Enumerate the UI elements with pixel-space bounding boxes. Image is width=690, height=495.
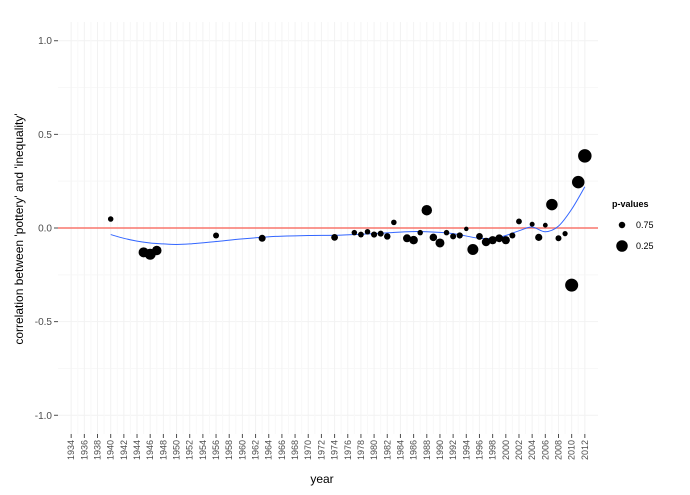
y-tick-label: 0.0 xyxy=(38,224,52,235)
legend: p-values 0.75 0.25 xyxy=(612,199,654,252)
x-tick-label: 1950 xyxy=(172,440,182,460)
data-point xyxy=(421,204,433,216)
legend-label: 0.25 xyxy=(636,241,654,251)
x-tick-label: 1980 xyxy=(369,440,379,460)
x-tick-label: 2006 xyxy=(540,440,550,460)
data-point xyxy=(435,238,445,248)
x-tick-label: 1952 xyxy=(185,440,195,460)
x-tick-label: 1964 xyxy=(264,440,274,460)
x-axis-ticks: 1934 1936 1938 1940 1942 1944 1946 1948 1950 1952… xyxy=(66,434,590,460)
x-tick-label: 1972 xyxy=(316,440,326,460)
legend-key xyxy=(616,240,628,252)
x-tick-label: 2000 xyxy=(501,440,511,460)
smooth-line-layer xyxy=(110,186,586,245)
x-tick-label: 1962 xyxy=(251,440,261,460)
x-tick-label: 2012 xyxy=(580,440,590,460)
data-point xyxy=(501,236,510,245)
x-tick-label: 1996 xyxy=(474,440,484,460)
y-tick-label: -0.5 xyxy=(35,317,53,328)
data-point xyxy=(403,234,412,243)
x-tick-label: 1942 xyxy=(119,440,129,460)
data-point xyxy=(443,229,450,236)
x-tick-label: 1974 xyxy=(330,440,340,460)
data-point xyxy=(565,278,579,292)
x-tick-label: 1934 xyxy=(66,440,76,460)
data-point xyxy=(213,232,220,239)
y-axis-title: correlation between 'pottery' and 'inequ… xyxy=(12,113,26,344)
data-point xyxy=(417,229,423,236)
legend-key xyxy=(618,221,626,229)
legend-label: 0.75 xyxy=(636,220,654,230)
y-tick-label: -1.0 xyxy=(35,411,53,422)
x-tick-label: 1944 xyxy=(132,440,142,460)
data-point xyxy=(351,229,358,236)
data-point xyxy=(481,237,491,247)
data-points xyxy=(107,149,592,292)
x-tick-label: 2002 xyxy=(514,440,524,460)
x-tick-label: 1956 xyxy=(211,440,221,460)
x-tick-label: 1948 xyxy=(158,440,168,460)
x-axis-title: year xyxy=(310,472,333,486)
data-point xyxy=(358,231,364,238)
y-axis-ticks: 1.0 0.5 0.0 -0.5 -1.0 xyxy=(35,36,58,422)
data-point xyxy=(429,233,438,242)
data-point xyxy=(535,233,543,241)
data-point xyxy=(571,175,585,189)
x-tick-label: 1938 xyxy=(93,440,103,460)
data-point xyxy=(107,216,114,222)
x-tick-label: 2010 xyxy=(567,440,577,460)
x-tick-label: 1954 xyxy=(198,440,208,460)
y-tick-label: 0.5 xyxy=(38,130,52,141)
data-point xyxy=(409,235,418,245)
legend-title: p-values xyxy=(612,199,649,209)
x-tick-label: 1982 xyxy=(382,440,392,460)
data-point xyxy=(546,198,558,211)
x-tick-label: 1990 xyxy=(435,440,445,460)
data-point xyxy=(488,236,497,245)
data-point xyxy=(456,232,463,239)
data-point xyxy=(364,228,371,235)
x-tick-label: 1960 xyxy=(237,440,247,460)
x-tick-label: 1978 xyxy=(356,440,366,460)
data-point xyxy=(476,233,483,240)
data-point xyxy=(377,230,384,237)
x-tick-label: 1936 xyxy=(79,440,89,460)
data-point xyxy=(370,231,378,238)
x-tick-label: 1976 xyxy=(343,440,353,460)
x-tick-label: 1940 xyxy=(106,440,116,460)
x-tick-label: 2004 xyxy=(527,440,537,460)
data-point xyxy=(509,232,516,239)
x-tick-label: 1998 xyxy=(488,440,498,460)
data-point xyxy=(464,226,469,232)
data-point xyxy=(495,234,504,243)
data-point xyxy=(384,233,391,240)
data-point xyxy=(529,221,535,227)
data-point xyxy=(578,149,592,163)
x-tick-label: 1968 xyxy=(290,440,300,460)
x-tick-label: 1970 xyxy=(303,440,313,460)
data-point xyxy=(467,244,479,256)
x-tick-label: 1984 xyxy=(395,440,405,460)
x-tick-label: 1988 xyxy=(422,440,432,460)
smooth-trend-line xyxy=(110,186,586,245)
data-point xyxy=(562,231,568,237)
x-tick-label: 1958 xyxy=(224,440,234,460)
x-tick-label: 1966 xyxy=(277,440,287,460)
x-tick-label: 1946 xyxy=(145,440,155,460)
x-tick-label: 2008 xyxy=(553,440,563,460)
data-point xyxy=(555,235,562,242)
x-tick-label: 1986 xyxy=(409,440,419,460)
data-point xyxy=(258,234,266,242)
data-point xyxy=(152,245,162,256)
data-point xyxy=(542,222,548,228)
y-tick-label: 1.0 xyxy=(38,36,52,47)
x-tick-label: 1992 xyxy=(448,440,458,460)
data-point xyxy=(391,219,397,226)
data-point xyxy=(450,233,457,240)
x-tick-label: 1994 xyxy=(461,440,471,460)
data-point xyxy=(516,218,522,225)
data-point xyxy=(331,233,338,241)
